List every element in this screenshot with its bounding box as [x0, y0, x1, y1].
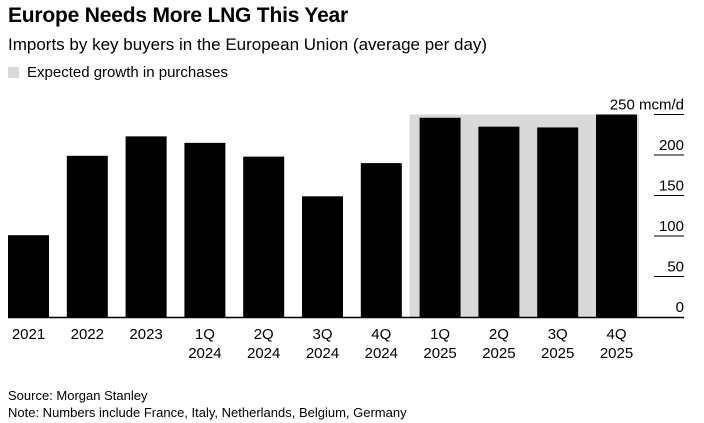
- y-tick-label: 50: [667, 259, 684, 276]
- y-tick-label: 200: [659, 137, 684, 154]
- x-tick-label: 2025: [541, 345, 574, 362]
- source-note: Source: Morgan Stanley: [8, 388, 148, 403]
- x-tick-label: 2024: [306, 345, 339, 362]
- footnote: Note: Numbers include France, Italy, Net…: [8, 405, 407, 420]
- legend-label: Expected growth in purchases: [27, 64, 228, 81]
- x-tick-label: 2Q: [254, 326, 274, 343]
- x-tick-label: 4Q: [371, 326, 391, 343]
- x-tick-label: 2023: [129, 326, 162, 343]
- bar: [125, 136, 167, 317]
- y-tick-label: 250 mcm/d: [610, 97, 684, 114]
- legend: Expected growth in purchases: [8, 64, 228, 81]
- bar: [302, 196, 343, 317]
- x-tick-label: 4Q: [606, 326, 626, 343]
- x-tick-label: 2025: [482, 345, 515, 362]
- x-tick-label: 2024: [188, 345, 221, 362]
- bar: [596, 114, 637, 317]
- legend-swatch: [8, 67, 19, 78]
- x-tick-label: 2022: [71, 326, 104, 343]
- y-tick-label: 150: [659, 178, 684, 195]
- y-tick-label: 0: [676, 299, 684, 316]
- x-tick-label: 2021: [12, 326, 45, 343]
- bar: [478, 126, 520, 318]
- bar: [184, 142, 226, 317]
- bar: [66, 155, 108, 317]
- bar: [419, 117, 461, 318]
- y-tick-label: 100: [659, 218, 684, 235]
- x-tick-label: 2024: [247, 345, 280, 362]
- bar: [360, 163, 402, 317]
- bar: [537, 127, 579, 318]
- x-tick-label: 1Q: [430, 326, 450, 343]
- x-tick-label: 2Q: [489, 326, 509, 343]
- x-tick-label: 2025: [423, 345, 456, 362]
- x-tick-label: 2025: [600, 345, 633, 362]
- bar: [243, 156, 285, 317]
- chart-subtitle: Imports by key buyers in the European Un…: [8, 35, 488, 54]
- x-tick-label: 2024: [365, 345, 398, 362]
- bar: [8, 235, 49, 317]
- x-tick-label: 3Q: [548, 326, 568, 343]
- x-tick-label: 3Q: [312, 326, 332, 343]
- x-tick-label: 1Q: [195, 326, 215, 343]
- chart-title: Europe Needs More LNG This Year: [8, 4, 349, 27]
